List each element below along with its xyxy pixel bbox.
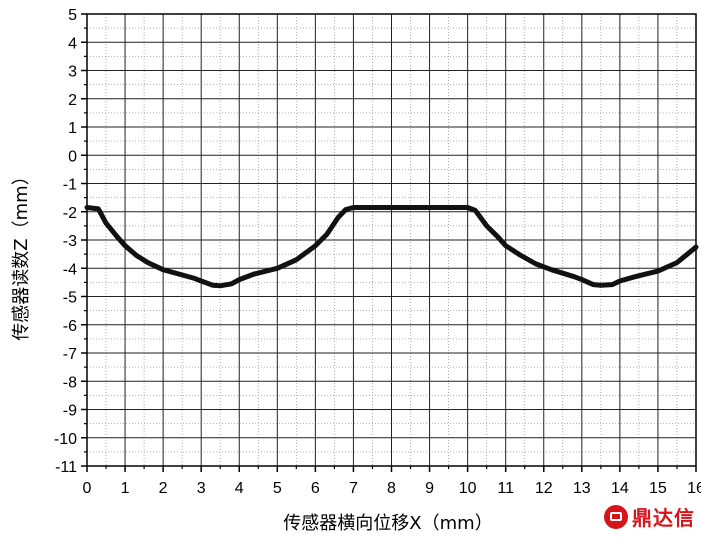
x-tick-label: 15 [649, 480, 667, 497]
y-tick-label: -2 [63, 205, 77, 222]
x-axis-title: 传感器横向位移X（mm） [283, 513, 492, 534]
x-tick-label: 5 [273, 480, 282, 497]
y-tick-label: 4 [68, 35, 77, 52]
major-grid [86, 13, 697, 467]
y-tick-label: -9 [63, 403, 77, 420]
y-tick-label: 5 [68, 7, 77, 24]
y-tick-label: -6 [63, 318, 77, 335]
series-layer [84, 205, 699, 289]
watermark-logo-icon [604, 504, 628, 529]
x-tick-label: 14 [611, 480, 629, 497]
x-tick-label: 1 [121, 480, 130, 497]
x-tick-label: 6 [311, 480, 320, 497]
x-tick-label: 9 [425, 480, 434, 497]
x-tick-label: 16 [687, 480, 701, 497]
x-tick-labels: 0 1 2 3 4 5 6 7 8 9 10 11 12 13 14 15 16 [83, 480, 701, 497]
x-tick-label: 12 [535, 480, 553, 497]
x-tick-label: 0 [83, 480, 92, 497]
x-tick-label: 10 [459, 480, 477, 497]
y-tick-label: -1 [63, 177, 77, 194]
watermark-text: 鼎达信 [632, 506, 695, 530]
x-tick-label: 4 [235, 480, 244, 497]
x-tick-label: 3 [197, 480, 206, 497]
watermark: 鼎达信 [604, 502, 695, 531]
x-tick-label: 2 [159, 480, 168, 497]
y-tick-label: 2 [68, 92, 77, 109]
y-tick-label: -5 [63, 290, 77, 307]
y-tick-label: 0 [68, 148, 77, 165]
y-tick-label: -10 [54, 431, 77, 448]
x-tick-label: 13 [573, 480, 591, 497]
series-line [84, 205, 699, 289]
y-tick-label: -7 [63, 346, 77, 363]
y-tick-label: -3 [63, 233, 77, 250]
y-tick-label: -4 [63, 261, 77, 278]
y-tick-label: -11 [55, 459, 77, 476]
axis-ticks [81, 13, 697, 472]
y-axis-title: 传感器读数Z（mm） [11, 167, 32, 340]
y-tick-labels: 5 4 3 2 1 0 -1 -2 -3 -4 -5 -6 -7 -8 -9 -10 -11 [54, 7, 77, 476]
y-tick-label: -8 [63, 374, 77, 391]
y-tick-label: 1 [68, 120, 77, 137]
y-tick-label: 3 [68, 64, 77, 81]
x-tick-label: 8 [387, 480, 396, 497]
x-tick-label: 7 [349, 480, 358, 497]
x-tick-label: 11 [497, 480, 514, 497]
